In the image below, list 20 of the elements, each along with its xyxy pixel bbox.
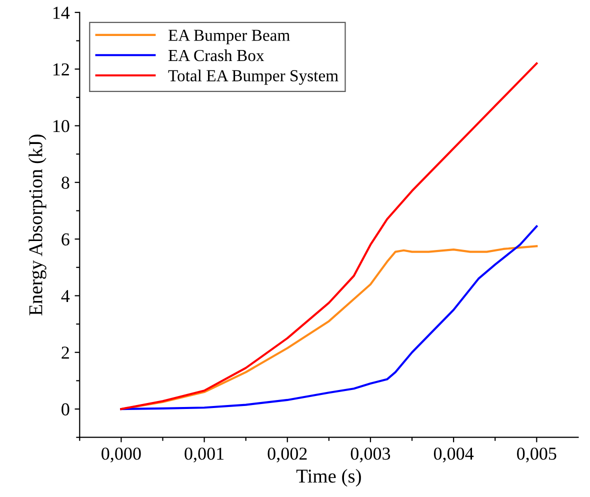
y-tick-label: 10	[53, 120, 70, 132]
x-tick-label: 0,001	[184, 448, 224, 462]
y-tick-label: 12	[53, 63, 69, 76]
y-tick-label: 6	[62, 233, 70, 246]
x-tick-label: 0,002	[268, 448, 307, 462]
legend-label: EA Crash Box	[168, 49, 264, 62]
y-axis-title: Energy Absorption (kJ)	[28, 134, 46, 316]
y-tick-label: 8	[62, 176, 70, 189]
y-tick-label: 4	[61, 290, 70, 302]
x-tick-label: 0,003	[350, 448, 390, 462]
line-series	[120, 62, 538, 410]
x-tick-label: 0,005	[517, 448, 556, 462]
legend-label: EA Bumper Beam	[168, 30, 290, 44]
y-tick-label: 0	[62, 403, 70, 416]
legend-label: Total EA Bumper System	[168, 70, 338, 85]
x-tick-label: 0,004	[434, 448, 474, 462]
y-tick-label: 14	[53, 6, 70, 19]
x-tick-label: 0,000	[102, 448, 141, 462]
x-axis-title: Time (s)	[296, 469, 361, 487]
y-tick-label: 2	[62, 346, 69, 359]
